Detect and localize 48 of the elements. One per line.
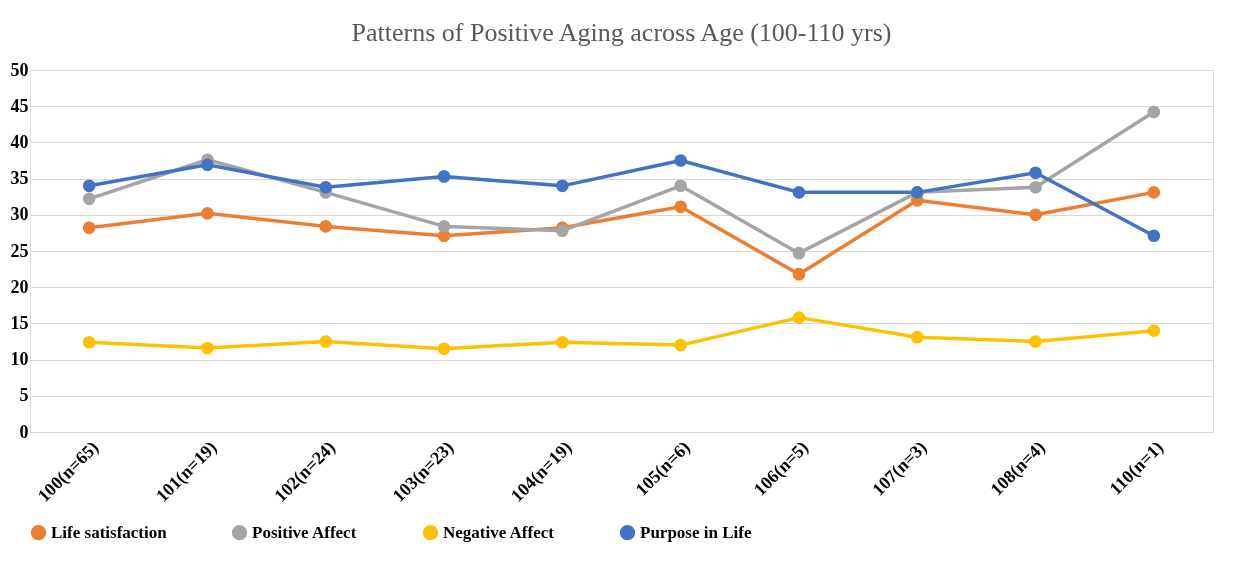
point bbox=[792, 311, 806, 324]
point bbox=[1147, 324, 1161, 337]
point bbox=[319, 220, 333, 233]
point bbox=[792, 186, 806, 199]
y-tick-label: 30 bbox=[10, 204, 29, 225]
point bbox=[556, 179, 569, 193]
point bbox=[674, 179, 687, 193]
point bbox=[437, 220, 451, 233]
point bbox=[1029, 335, 1042, 348]
point bbox=[1147, 229, 1161, 243]
point bbox=[674, 154, 687, 167]
y-tick-label: 45 bbox=[10, 95, 29, 116]
y-tick-label: 40 bbox=[10, 131, 29, 152]
point bbox=[910, 330, 924, 344]
point bbox=[1029, 208, 1042, 222]
point bbox=[201, 207, 214, 220]
y-tick-label: 5 bbox=[19, 385, 29, 406]
legend-label: Life satisfaction bbox=[51, 522, 168, 542]
chart-title: Patterns of Positive Aging across Age (100-110 yrs) bbox=[351, 18, 892, 47]
point bbox=[82, 221, 96, 235]
legend-label: Negative Affect bbox=[443, 522, 555, 542]
y-tick-label: 20 bbox=[10, 276, 29, 297]
point bbox=[82, 179, 96, 193]
point bbox=[674, 338, 687, 352]
y-tick-label: 15 bbox=[10, 312, 29, 333]
legend-label: Purpose in Life bbox=[640, 522, 752, 542]
point bbox=[556, 335, 569, 349]
y-tick-label: 10 bbox=[10, 349, 29, 370]
point bbox=[437, 342, 451, 356]
point bbox=[1029, 166, 1042, 180]
point bbox=[1029, 180, 1042, 194]
y-tick-label: 50 bbox=[10, 59, 29, 80]
point bbox=[319, 335, 333, 348]
point bbox=[1147, 186, 1161, 199]
point bbox=[792, 246, 806, 260]
point bbox=[201, 158, 214, 172]
legend-label: Positive Affect bbox=[252, 522, 357, 542]
y-tick-label: 0 bbox=[19, 421, 29, 442]
y-tick-label: 25 bbox=[10, 240, 29, 261]
point bbox=[319, 180, 333, 194]
point bbox=[82, 192, 96, 206]
point bbox=[792, 267, 806, 281]
point bbox=[201, 341, 214, 355]
point bbox=[437, 170, 451, 183]
y-tick-label: 35 bbox=[10, 168, 29, 189]
point bbox=[1147, 105, 1161, 119]
point bbox=[82, 335, 96, 349]
point bbox=[674, 200, 687, 214]
